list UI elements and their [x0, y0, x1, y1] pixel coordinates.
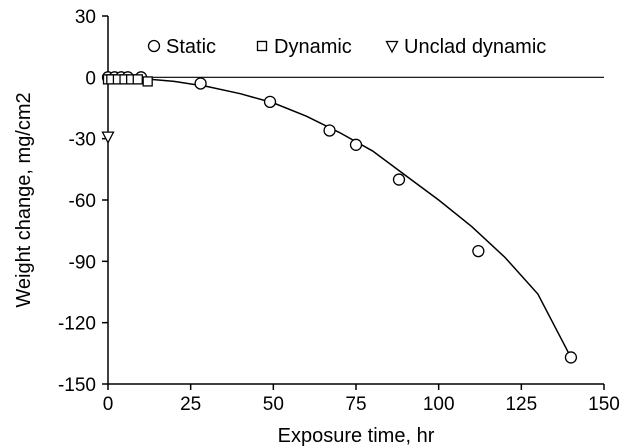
- y-tick-label: -90: [69, 252, 96, 273]
- static-point: [323, 124, 336, 137]
- x-tick-label: 125: [505, 394, 537, 415]
- legend-label-unclad-dynamic: Unclad dynamic: [404, 36, 546, 58]
- x-tick-label: 150: [588, 394, 620, 415]
- x-tick-label: 0: [103, 394, 114, 415]
- legend-item-dynamic: Dynamic: [256, 36, 352, 58]
- legend-item-unclad-dynamic: Unclad dynamic: [385, 36, 546, 58]
- legend-marker-unclad-dynamic: [385, 40, 399, 54]
- dynamic-point: [132, 74, 143, 85]
- legend: Static Dynamic Unclad dynamic: [147, 36, 546, 58]
- legend-marker-dynamic: [256, 40, 268, 52]
- y-tick-label: -60: [69, 191, 96, 212]
- fit-curve: [107, 76, 572, 358]
- dynamic-point: [142, 76, 153, 87]
- static-point: [472, 244, 485, 258]
- y-tick-label: -30: [69, 130, 96, 151]
- x-tick-label: 25: [180, 394, 201, 415]
- legend-marker-static: [147, 39, 161, 53]
- y-axis-label: Weight change, mg/cm2: [13, 92, 35, 307]
- y-tick-label: 30: [75, 7, 96, 28]
- legend-item-static: Static: [147, 36, 216, 58]
- unclad-dynamic-point: [101, 131, 115, 145]
- x-tick-label: 100: [423, 394, 455, 415]
- static-point: [392, 173, 406, 186]
- static-point: [263, 95, 277, 109]
- axes-layer: 30 0 -30 -60 -90 -120 -150 0 25 50 75 100 125 150: [58, 7, 620, 415]
- legend-label-static: Static: [166, 36, 216, 58]
- x-axis-label: Exposure time, hr: [278, 425, 435, 447]
- legend-label-dynamic: Dynamic: [274, 36, 352, 58]
- static-point: [564, 351, 578, 364]
- x-tick-label: 75: [345, 394, 366, 415]
- y-tick-label: -120: [58, 314, 96, 335]
- data-layer: [101, 71, 604, 364]
- x-tick-label: 50: [263, 394, 284, 415]
- static-point: [349, 138, 363, 151]
- static-point: [194, 77, 207, 90]
- y-tick-label: 0: [85, 68, 96, 89]
- y-tick-label: -150: [58, 375, 96, 396]
